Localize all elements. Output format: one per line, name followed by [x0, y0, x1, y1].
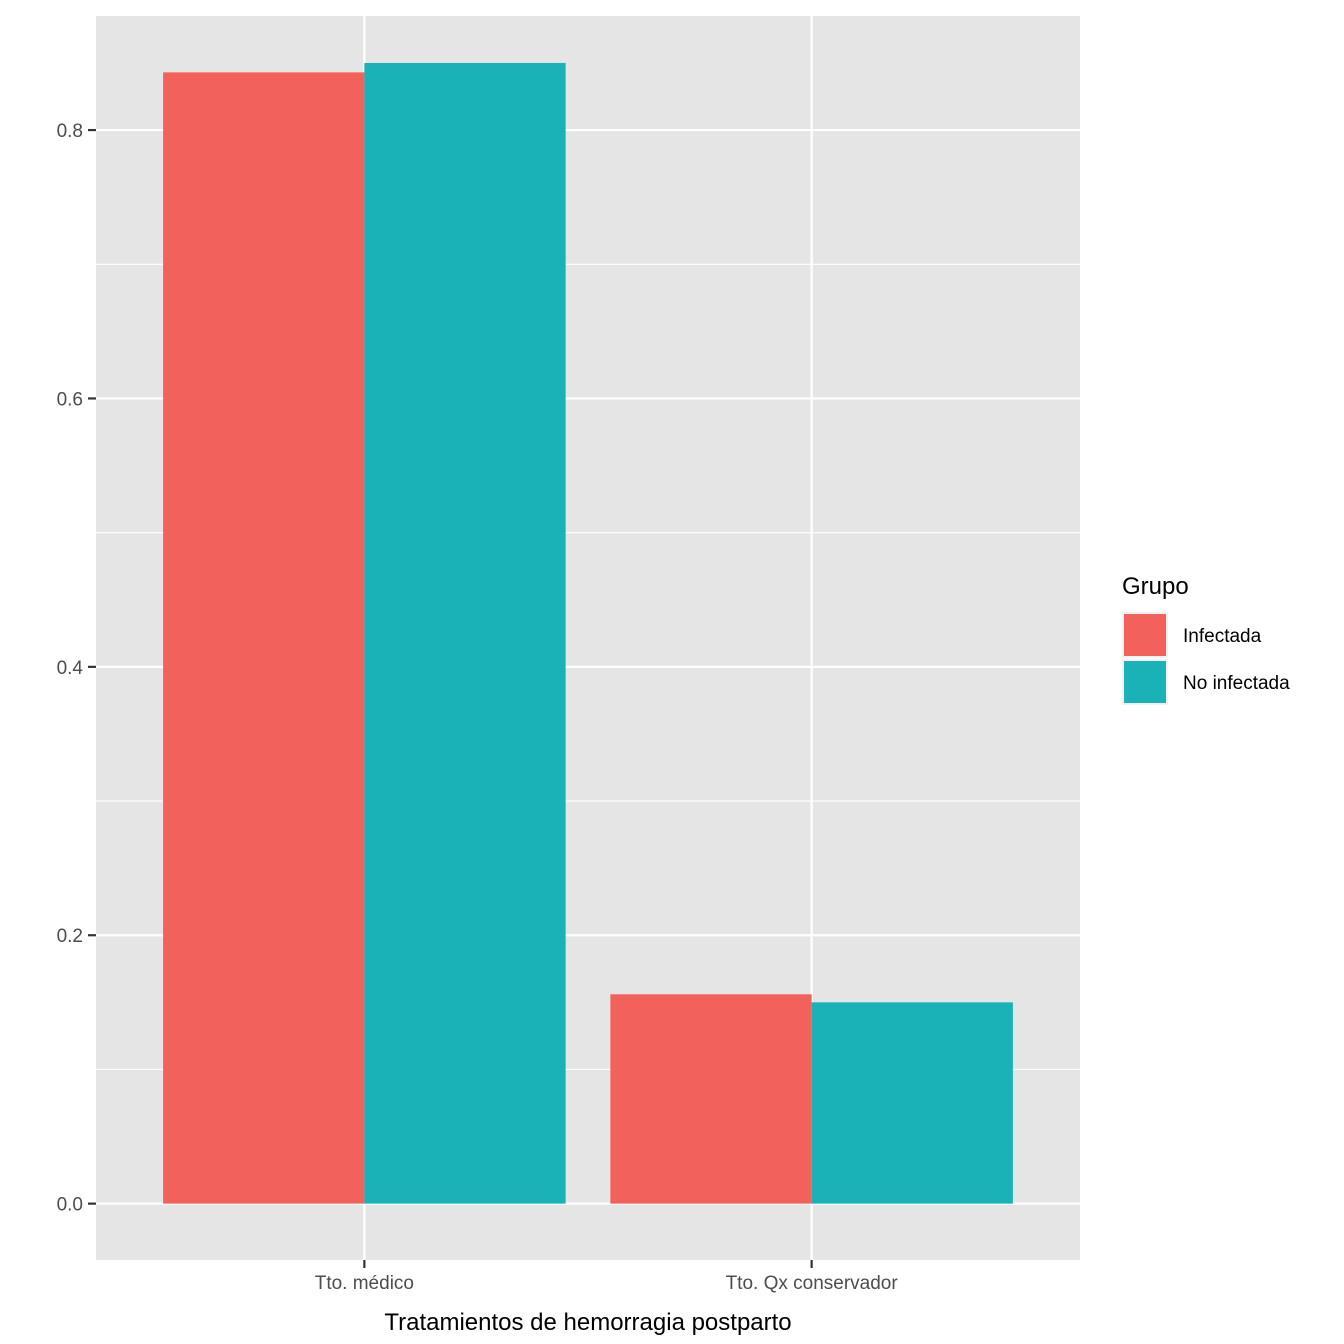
y-tick-label: 0.2 [57, 926, 83, 947]
legend: Grupo Infectada No infectada [1122, 573, 1290, 705]
bar-infectada [610, 994, 812, 1204]
x-axis-title: Tratamientos de hemorragia postparto [384, 1309, 791, 1336]
legend-label: No infectada [1183, 673, 1290, 694]
bar-no-infectada [364, 62, 566, 1204]
y-tick-label: 0.8 [57, 121, 83, 142]
legend-label: Infectada [1183, 626, 1262, 647]
x-tick-label: Tto. Qx conservador [726, 1273, 899, 1294]
bar-no-infectada [811, 1002, 1013, 1204]
x-tick-label: Tto. médico [315, 1273, 414, 1294]
legend-key [1124, 614, 1166, 656]
y-tick-label: 0.0 [57, 1195, 83, 1216]
x-axis: Tto. médico Tto. Qx conservador [315, 1260, 899, 1294]
y-tick-label: 0.6 [57, 389, 83, 410]
y-axis: 0.0 0.2 0.4 0.6 0.8 [57, 121, 96, 1216]
legend-title: Grupo [1122, 573, 1189, 600]
bars [163, 62, 1013, 1204]
legend-key [1124, 661, 1166, 703]
bar-infectada [163, 72, 365, 1204]
y-tick-label: 0.4 [57, 658, 84, 679]
